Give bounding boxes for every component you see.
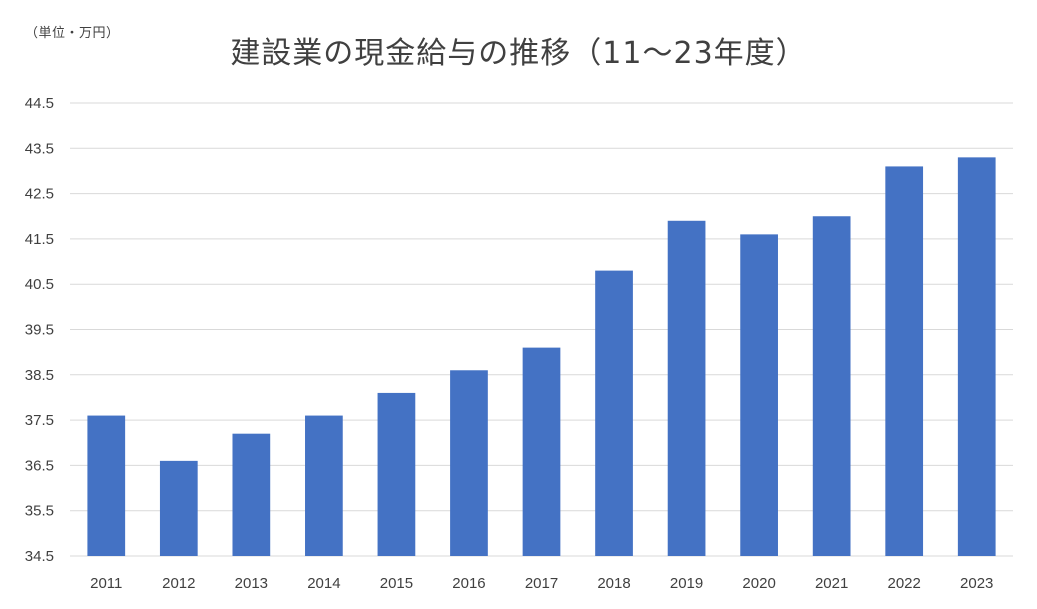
bar-2018: [595, 270, 633, 556]
bar-2013: [232, 433, 271, 556]
y-axis-ticks: 34.5 35.5 36.5 37.5 38.5 39.5 40.5 41.5 42.5 43.5…: [25, 95, 54, 565]
y-tick-label: 38.5: [25, 367, 54, 384]
bars: [87, 157, 996, 557]
y-tick-label: 41.5: [25, 231, 54, 248]
y-tick-label: 44.5: [25, 95, 54, 112]
bar-2014: [305, 415, 343, 556]
bar-2019: [667, 220, 706, 556]
bar-2021: [812, 216, 851, 556]
x-tick-label: 2012: [162, 575, 195, 592]
x-tick-label: 2020: [742, 575, 775, 592]
bar-2016: [450, 370, 488, 556]
unit-label: （単位・万円）: [25, 26, 120, 41]
y-tick-label: 34.5: [25, 548, 54, 565]
x-tick-label: 2011: [90, 575, 122, 592]
y-tick-label: 35.5: [25, 503, 54, 520]
y-tick-label: 39.5: [25, 322, 54, 339]
x-tick-label: 2019: [670, 575, 703, 592]
bar-2017: [522, 347, 561, 556]
y-tick-label: 37.5: [25, 412, 54, 429]
x-tick-label: 2014: [307, 575, 340, 592]
chart-title: 建設業の現金給与の推移（11～23年度）: [230, 36, 807, 71]
bar-2020: [740, 234, 778, 556]
x-tick-label: 2017: [525, 575, 558, 592]
bar-2022: [885, 166, 924, 557]
bar-2023: [957, 157, 996, 557]
x-tick-label: 2021: [815, 575, 848, 592]
x-tick-label: 2018: [597, 575, 630, 592]
y-tick-label: 36.5: [25, 457, 54, 474]
x-tick-label: 2016: [452, 575, 485, 592]
x-tick-label: 2013: [235, 575, 268, 592]
y-tick-label: 40.5: [25, 276, 54, 293]
bar-2012: [159, 460, 198, 556]
y-tick-label: 43.5: [25, 140, 54, 157]
x-tick-label: 2022: [888, 575, 921, 592]
x-tick-label: 2015: [380, 575, 413, 592]
bar-2015: [377, 392, 416, 556]
x-axis-ticks: 2011 2012 2013 2014 2015 2016 2017 2018 2019 2020…: [90, 575, 993, 592]
y-tick-label: 42.5: [25, 186, 54, 203]
bar-2011: [87, 415, 126, 556]
x-tick-label: 2023: [960, 575, 993, 592]
